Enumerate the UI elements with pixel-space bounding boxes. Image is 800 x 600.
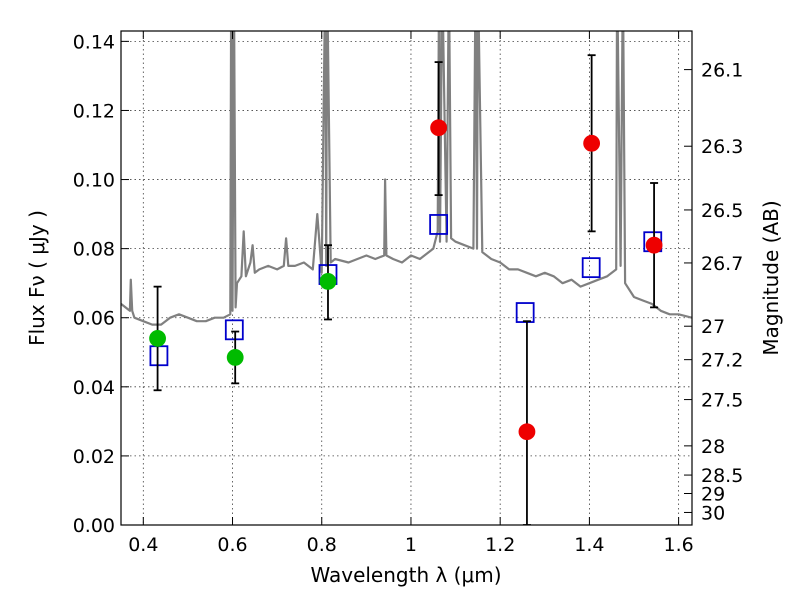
detection-point — [319, 273, 337, 290]
synthetic-photometry-markers — [149, 214, 663, 367]
magnitude-tick-label: 26.5 — [701, 200, 743, 222]
x-tick-label: 0.8 — [307, 534, 337, 556]
magnitude-tick-label: 27.5 — [701, 390, 743, 412]
magnitude-tick-label: 28 — [701, 436, 725, 458]
y-tick-label: 0.00 — [73, 515, 115, 537]
red-data-point — [518, 423, 536, 441]
magnitude-axis-label: Magnitude (AB) — [759, 200, 783, 355]
red-data-point — [430, 119, 448, 137]
magnitude-tick-label: 29 — [701, 483, 725, 505]
y-axis-ticks: 0.00 0.02 0.04 0.06 0.08 0.10 0.12 0.14 — [73, 31, 129, 537]
y-tick-label: 0.06 — [73, 308, 115, 330]
magnitude-tick-label: 27 — [701, 316, 725, 338]
x-tick-label: 1 — [405, 534, 417, 556]
x-tick-label: 1.6 — [664, 534, 694, 556]
magnitude-tick-label: 28.5 — [701, 465, 743, 487]
x-tick-label: 0.4 — [128, 534, 158, 556]
detection-point — [226, 349, 244, 366]
x-tick-label: 1.4 — [574, 534, 604, 556]
y-tick-label: 0.08 — [73, 239, 115, 261]
magnitude-tick-label: 30 — [701, 502, 725, 524]
y-tick-label: 0.14 — [73, 31, 115, 53]
x-axis-label: Wavelength λ (μm) — [310, 563, 501, 587]
synthetic-photometry-square — [429, 214, 449, 235]
magnitude-tick-label: 26.3 — [701, 136, 743, 158]
plot-frame — [120, 30, 693, 526]
x-axis-ticks: 0.4 0.6 0.8 1 1.2 1.4 1.6 — [128, 31, 694, 556]
x-tick-label: 0.6 — [217, 534, 247, 556]
y-tick-label: 0.10 — [73, 170, 115, 192]
observed-points — [149, 119, 663, 441]
synthetic-photometry-square — [581, 257, 601, 279]
magnitude-tick-label: 26.7 — [701, 253, 743, 275]
error-bars — [153, 54, 659, 525]
synthetic-photometry-square — [515, 302, 535, 323]
synthetic-photometry-square — [149, 345, 169, 367]
y-tick-label: 0.12 — [73, 100, 115, 122]
red-data-point — [645, 236, 663, 254]
plot-area — [121, 31, 692, 525]
x-tick-label: 1.2 — [485, 534, 515, 556]
grid-lines — [121, 31, 692, 526]
model-spectrum-line — [121, 31, 692, 326]
y-tick-label: 0.02 — [73, 446, 115, 468]
red-data-point — [583, 134, 601, 152]
y-tick-label: 0.04 — [73, 377, 115, 399]
magnitude-tick-label: 27.2 — [701, 350, 743, 372]
magnitude-tick-label: 26.1 — [701, 60, 743, 82]
detection-point — [149, 330, 166, 347]
y-axis-label: Flux Fν ( μJy ) — [25, 210, 49, 346]
